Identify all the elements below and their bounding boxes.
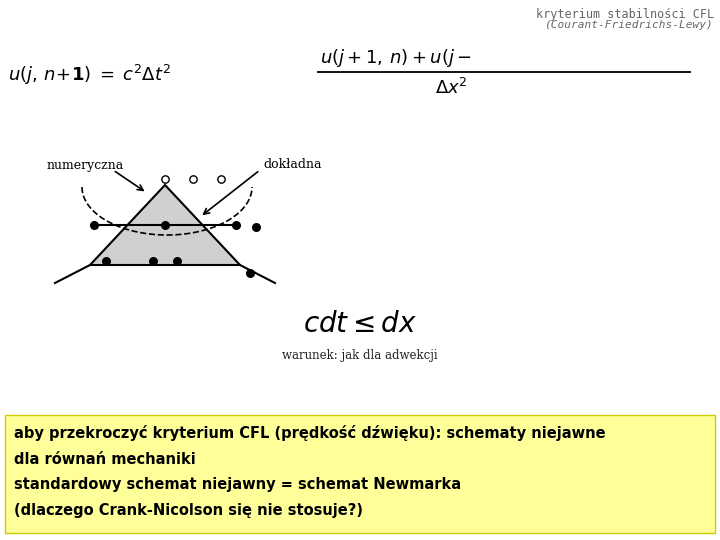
Point <box>187 174 199 183</box>
FancyBboxPatch shape <box>5 415 715 533</box>
Text: numeryczna: numeryczna <box>47 159 125 172</box>
Text: $u(j+1,\,n) + u(j-$: $u(j+1,\,n) + u(j-$ <box>320 47 472 69</box>
Point <box>230 221 242 230</box>
Text: (Courant-Friedrichs-Lewy): (Courant-Friedrichs-Lewy) <box>545 20 714 30</box>
Text: aby przekroczyć kryterium CFL (prędkość dźwięku): schematy niejawne: aby przekroczyć kryterium CFL (prędkość … <box>14 425 606 441</box>
Point <box>89 221 100 230</box>
Text: $u(j,\,n\!+\!{\bf 1}) \;=\; c^2 \Delta t^2$: $u(j,\,n\!+\!{\bf 1}) \;=\; c^2 \Delta t… <box>8 63 171 87</box>
Point <box>159 221 171 230</box>
Text: $\Delta x^2$: $\Delta x^2$ <box>435 78 467 98</box>
Text: kryterium stabilności CFL: kryterium stabilności CFL <box>536 8 714 21</box>
Text: warunek: jak dla adwekcji: warunek: jak dla adwekcji <box>282 348 438 361</box>
Point <box>251 222 262 231</box>
Text: $cdt \leq dx$: $cdt \leq dx$ <box>303 312 417 339</box>
Text: (dlaczego Crank-Nicolson się nie stosuje?): (dlaczego Crank-Nicolson się nie stosuje… <box>14 503 363 518</box>
Point <box>171 256 183 265</box>
Point <box>244 269 256 278</box>
Point <box>215 174 227 183</box>
Text: dla równań mechaniki: dla równań mechaniki <box>14 451 196 467</box>
Point <box>159 174 171 183</box>
Point <box>100 256 112 265</box>
Point <box>147 256 158 265</box>
Text: standardowy schemat niejawny = schemat Newmarka: standardowy schemat niejawny = schemat N… <box>14 477 461 492</box>
Text: dokładna: dokładna <box>263 159 322 172</box>
Polygon shape <box>90 185 240 265</box>
